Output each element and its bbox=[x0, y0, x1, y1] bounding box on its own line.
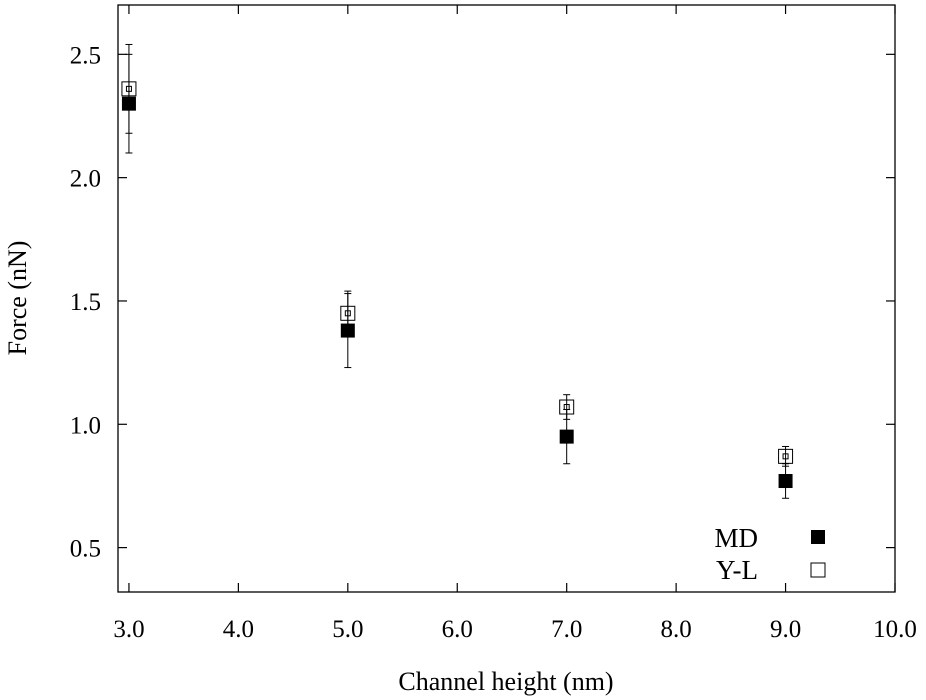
x-axis-label: Channel height (nm) bbox=[398, 667, 613, 696]
x-tick-label: 6.0 bbox=[442, 616, 473, 643]
y-tick-label: 2.0 bbox=[70, 166, 101, 193]
y-tick-label: 1.5 bbox=[70, 289, 101, 316]
legend-label-md: MD bbox=[714, 523, 758, 553]
data-point-yl bbox=[121, 81, 137, 97]
legend-label-yl: Y-L bbox=[716, 555, 758, 585]
y-axis-ticks: 0.5 1.0 1.5 2.0 2.5 bbox=[70, 42, 895, 563]
data-point-yl-inner bbox=[563, 404, 570, 411]
y-tick-label: 1.0 bbox=[70, 412, 101, 439]
x-tick-label: 10.0 bbox=[873, 616, 917, 643]
legend-marker-yl bbox=[810, 562, 826, 578]
data-point-yl bbox=[340, 305, 356, 321]
data-point-md bbox=[778, 474, 793, 489]
y-axis-label: Force (nN) bbox=[3, 241, 32, 356]
legend: MD Y-L bbox=[714, 523, 826, 585]
x-tick-label: 7.0 bbox=[551, 616, 582, 643]
data-point-yl-inner bbox=[344, 310, 351, 317]
plot-frame bbox=[117, 4, 896, 593]
data-point-yl bbox=[559, 399, 575, 415]
x-tick-label: 9.0 bbox=[770, 616, 801, 643]
x-axis-ticks: 3.0 4.0 5.0 6.0 7.0 8.0 9.0 10.0 bbox=[113, 5, 917, 643]
y-tick-label: 0.5 bbox=[70, 536, 101, 563]
data-marks bbox=[121, 43, 794, 499]
y-tick-label: 2.5 bbox=[70, 42, 101, 69]
x-tick-label: 5.0 bbox=[332, 616, 363, 643]
legend-marker-md bbox=[811, 530, 825, 544]
x-tick-label: 3.0 bbox=[113, 616, 144, 643]
data-point-md bbox=[559, 429, 574, 444]
x-tick-label: 4.0 bbox=[223, 616, 254, 643]
data-point-yl bbox=[778, 448, 794, 464]
data-point-yl-inner bbox=[782, 453, 789, 460]
x-tick-label: 8.0 bbox=[661, 616, 692, 643]
data-point-yl-inner bbox=[125, 85, 132, 92]
